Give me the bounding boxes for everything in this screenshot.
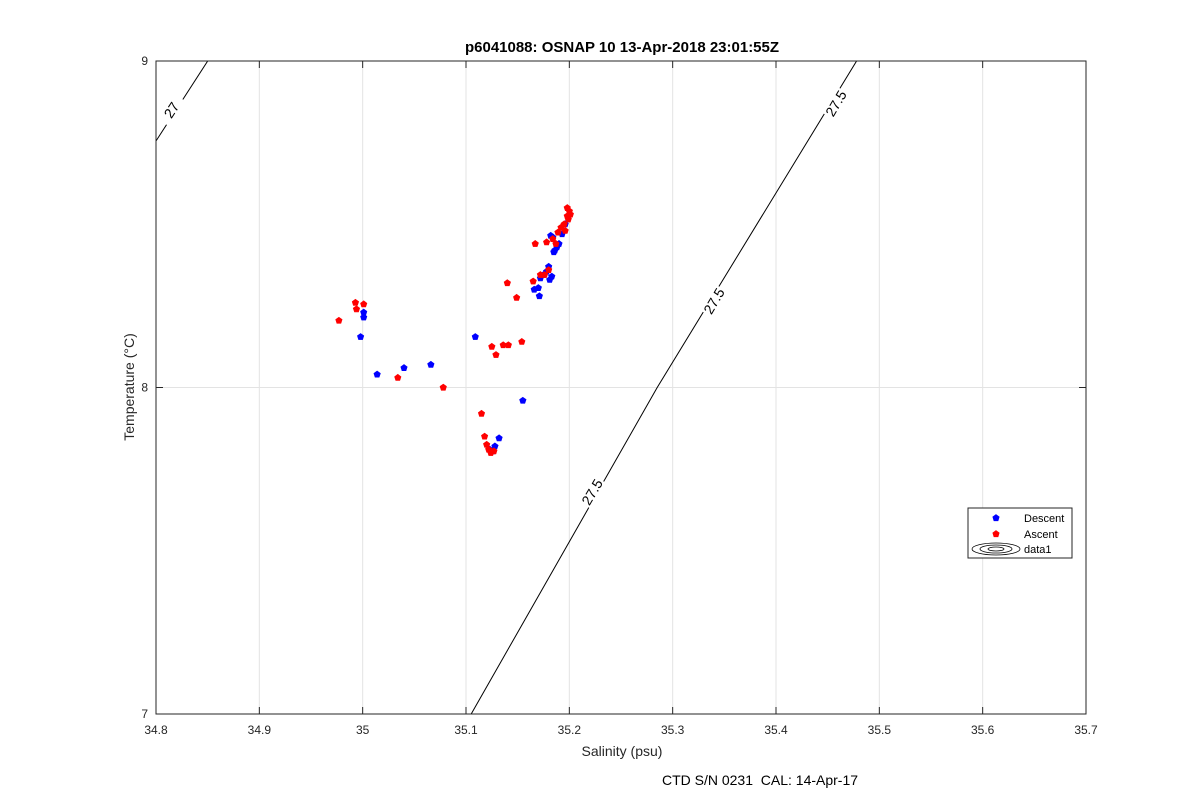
ascent-point: [488, 342, 496, 350]
legend-contour-icon: [987, 546, 1005, 552]
x-tick-label: 35.3: [661, 723, 685, 737]
x-tick-label: 34.9: [248, 723, 272, 737]
legend-contour-icon: [979, 544, 1013, 554]
x-tick-label: 35.5: [868, 723, 892, 737]
descent-point: [519, 396, 527, 404]
legend: Descent Ascent data1: [967, 507, 1073, 559]
ascent-point: [545, 266, 553, 274]
contour-label-bg: [820, 85, 852, 121]
descent-point: [534, 284, 542, 292]
x-tick-label: 34.8: [144, 723, 168, 737]
descent-point: [548, 272, 556, 280]
ascent-point: [352, 305, 361, 313]
x-tick-label: 35.1: [454, 723, 478, 737]
contour-label-bg: [576, 474, 608, 510]
descent-point: [495, 434, 503, 442]
contour-label: 27: [161, 99, 183, 121]
ascent-point: [560, 220, 568, 228]
legend-contour-icon: [971, 542, 1021, 556]
chart-title: p6041088: OSNAP 10 13-Apr-2018 23:01:55Z: [465, 39, 779, 56]
ascent-point: [531, 240, 539, 247]
legend-label-descent: Descent: [1024, 513, 1064, 525]
ascent-point: [561, 227, 569, 234]
contour-label-bg: [698, 283, 730, 319]
axes-border: [155, 60, 1087, 715]
ascent-point: [549, 235, 557, 242]
descent-point: [535, 292, 543, 300]
descent-point: [373, 370, 381, 378]
ascent-point: [543, 238, 551, 246]
ascent-point: [563, 204, 571, 211]
x-tick-label: 35.7: [1074, 723, 1098, 737]
legend-label-data1: data1: [1024, 544, 1052, 556]
ascent-point: [351, 298, 360, 306]
ascent-point: [439, 383, 447, 391]
ascent-point: [540, 271, 549, 278]
ascent-point: [481, 432, 489, 440]
x-tick-label: 35.4: [764, 723, 788, 737]
y-axis-label: Temperature (°C): [121, 333, 137, 441]
ascent-point: [492, 351, 500, 358]
isopycnal-27.5: [470, 61, 858, 714]
ascent-point: [518, 338, 526, 345]
descent-point: [400, 364, 408, 372]
ascent-point: [552, 240, 560, 247]
x-tick-label: 35.2: [558, 723, 582, 737]
descent-point: [427, 360, 435, 368]
tick-labels: 34.8 34.9 35 35.1 35.2 35.3 35.4 35.5 35.6 35.7 7 8…: [141, 54, 1098, 737]
ascent-point: [335, 316, 343, 324]
footer-text: CTD S/N 0231 CAL: 14-Apr-17: [661, 772, 859, 788]
ascent-point: [394, 373, 402, 381]
data-markers: [335, 204, 574, 456]
ascent-point: [477, 409, 486, 417]
x-tick-label: 35.6: [971, 723, 995, 737]
footer-caption: CTD S/N 0231 CAL: 14-Apr-17: [160, 772, 1200, 788]
x-tick-label: 35: [356, 723, 370, 737]
y-tick-label: 7: [141, 707, 148, 721]
axes-frame: [155, 60, 1087, 715]
ascent-point: [513, 293, 521, 301]
ascent-point: [566, 210, 574, 218]
ascent-point: [564, 215, 572, 223]
ascent-point: [490, 447, 498, 455]
descent-point: [357, 333, 365, 340]
ascent-point: [360, 300, 368, 308]
ascent-point: [529, 277, 537, 285]
ascent-point: [504, 341, 512, 349]
contour-label-bg: [155, 92, 188, 128]
ascent-point: [503, 279, 511, 287]
legend-label-ascent: Ascent: [1024, 529, 1058, 541]
legend-marker-descent: [992, 514, 1000, 522]
y-tick-label: 8: [141, 381, 148, 395]
descent-point: [360, 308, 368, 316]
descent-point: [471, 333, 479, 340]
x-axis-label: Salinity (psu): [582, 743, 663, 759]
legend-marker-ascent: [992, 530, 1000, 538]
y-tick-label: 9: [141, 54, 148, 68]
